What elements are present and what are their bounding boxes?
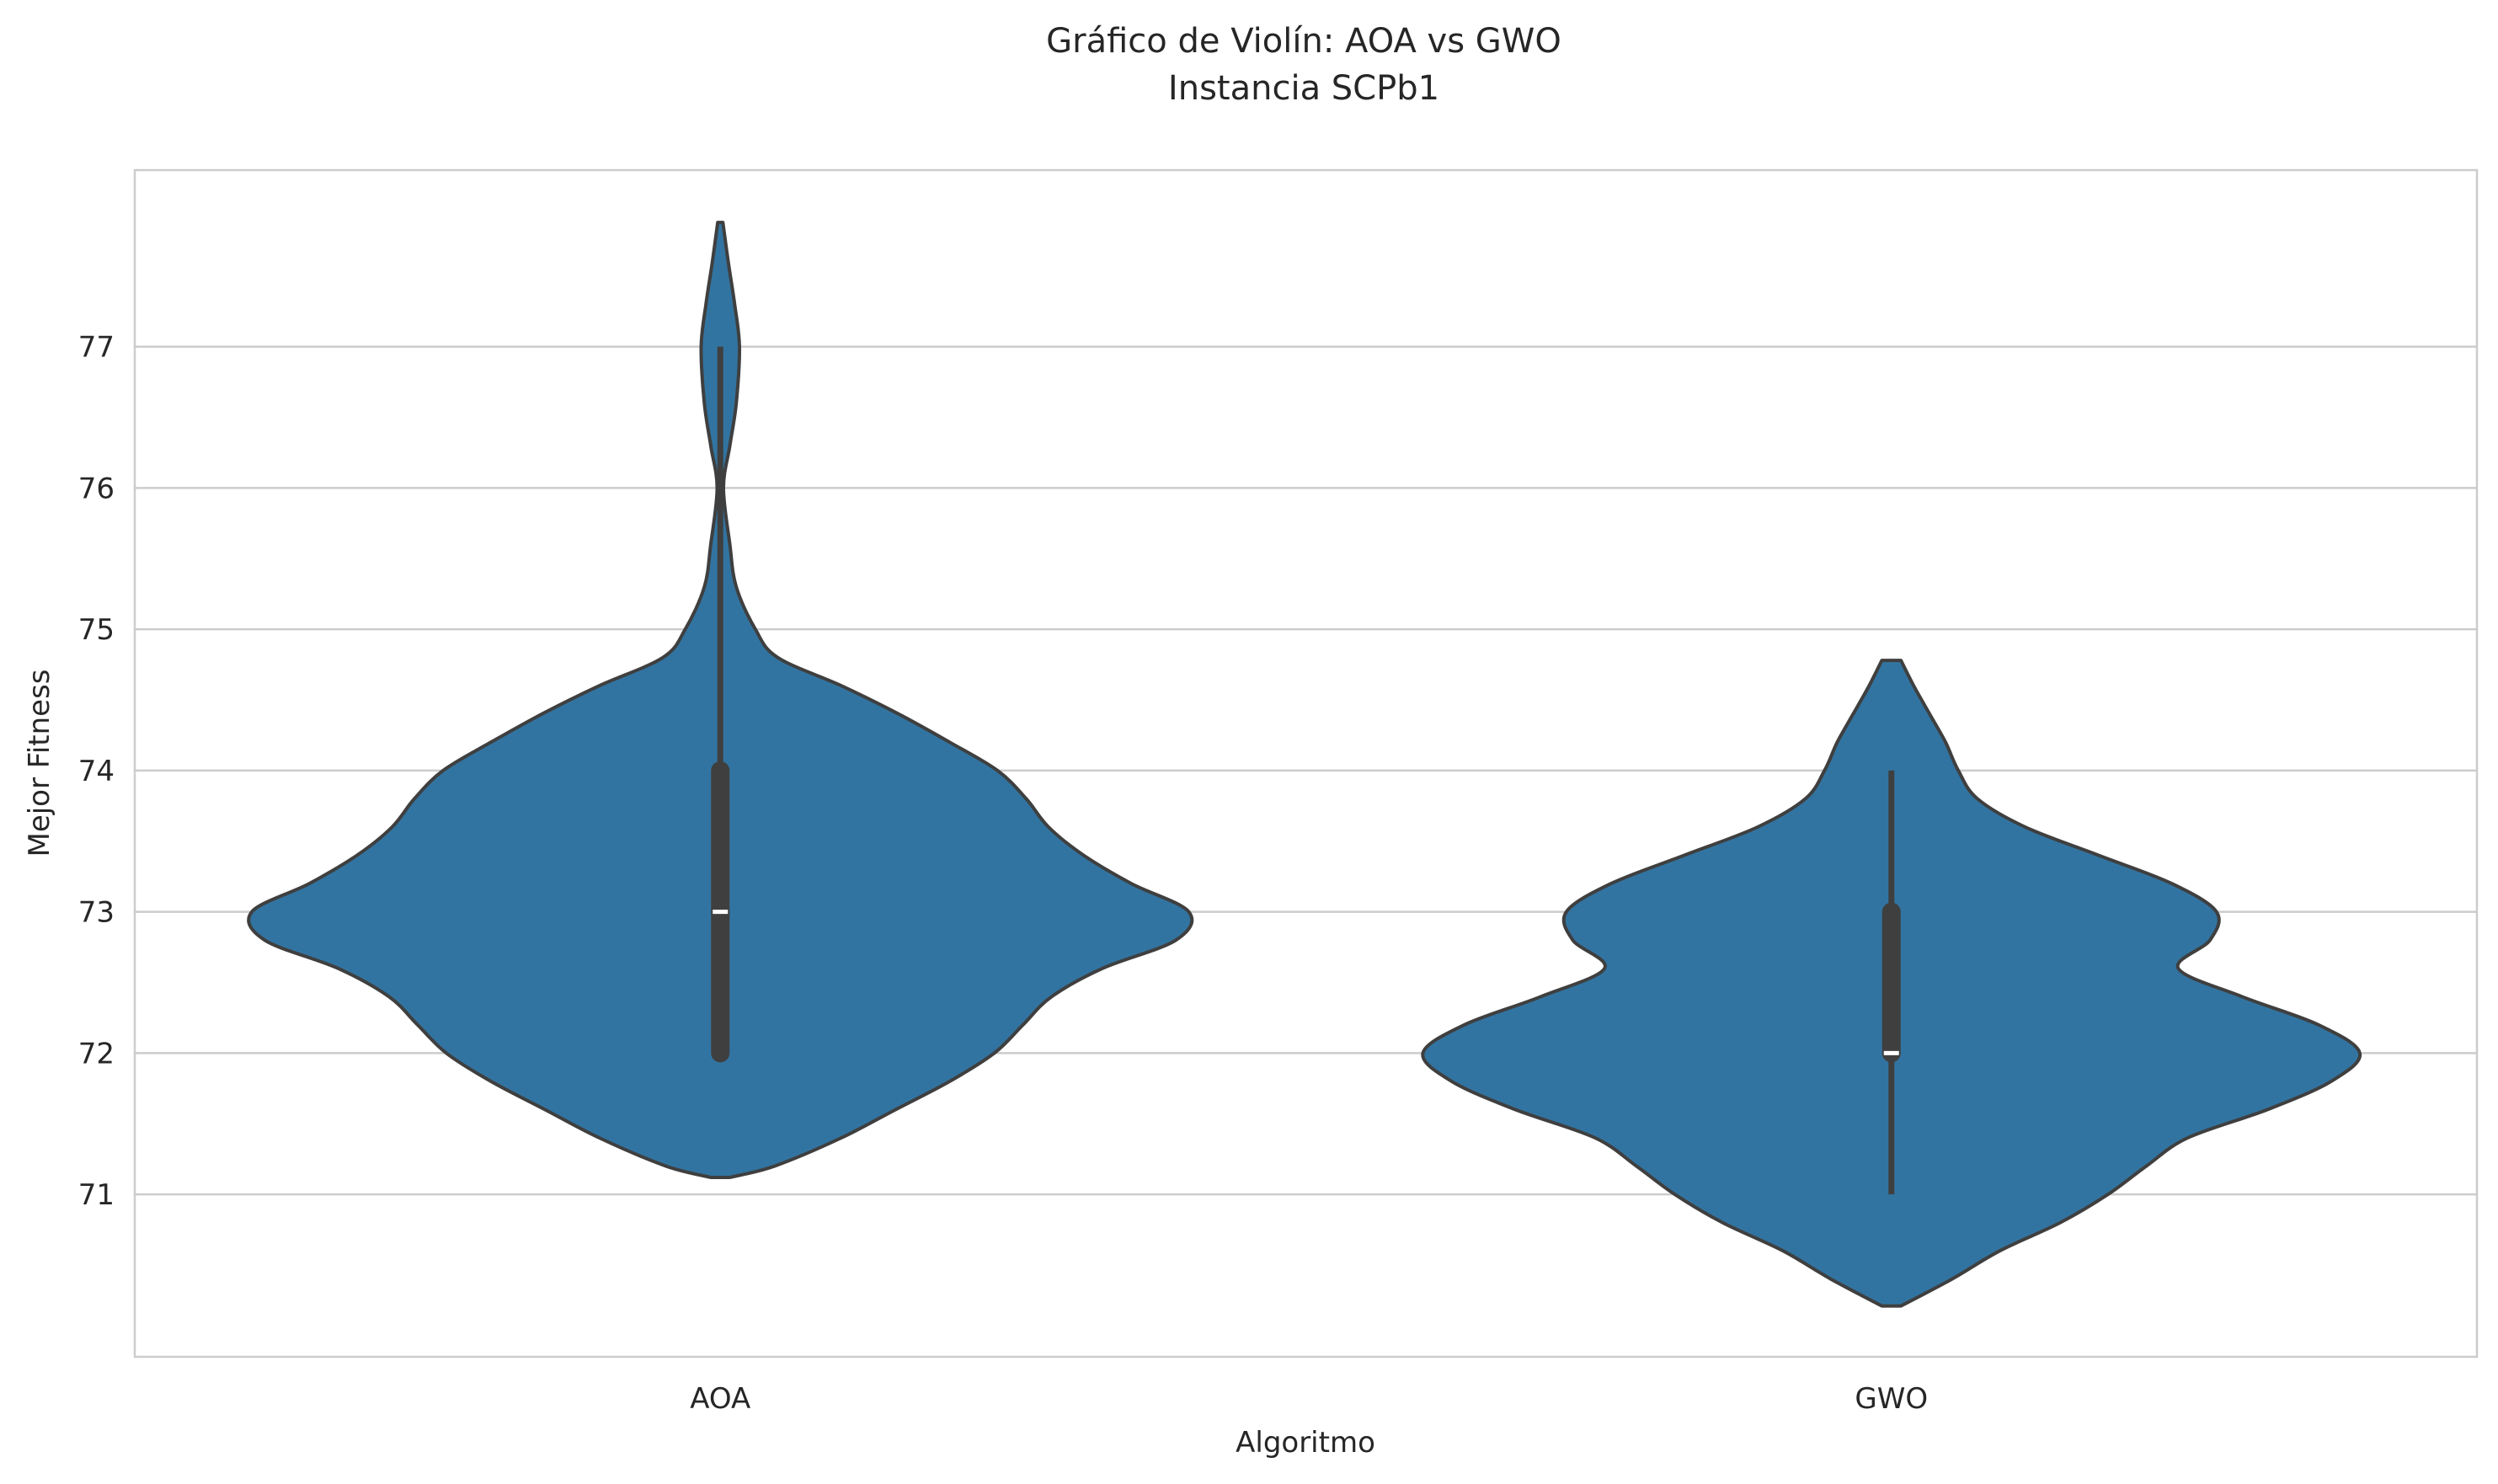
chart-title: Gráfico de Violín: AOA vs GWO <box>1046 22 1561 61</box>
y-tick-label: 75 <box>78 613 115 647</box>
y-tick-label: 71 <box>78 1178 115 1212</box>
y-tick-label: 72 <box>78 1037 115 1070</box>
y-tick-label: 77 <box>78 331 115 365</box>
x-axis-label: Algoritmo <box>1236 1426 1375 1460</box>
y-tick-label: 76 <box>78 472 115 505</box>
plot-area-frame <box>133 168 2479 1359</box>
inner-boxplots <box>711 346 1901 1195</box>
x-tick-label: GWO <box>1855 1382 1928 1416</box>
y-tick-label: 73 <box>78 896 115 930</box>
violins <box>247 221 2362 1308</box>
y-tick-label: 74 <box>78 755 115 788</box>
y-tick-labels: 71 72 73 74 75 76 77 <box>78 331 115 1212</box>
x-tick-labels: AOA GWO <box>690 1382 1928 1416</box>
chart-subtitle: Instancia SCPb1 <box>1168 69 1439 108</box>
x-tick-label: AOA <box>690 1382 750 1416</box>
y-axis-label: Mejor Fitness <box>23 669 56 857</box>
